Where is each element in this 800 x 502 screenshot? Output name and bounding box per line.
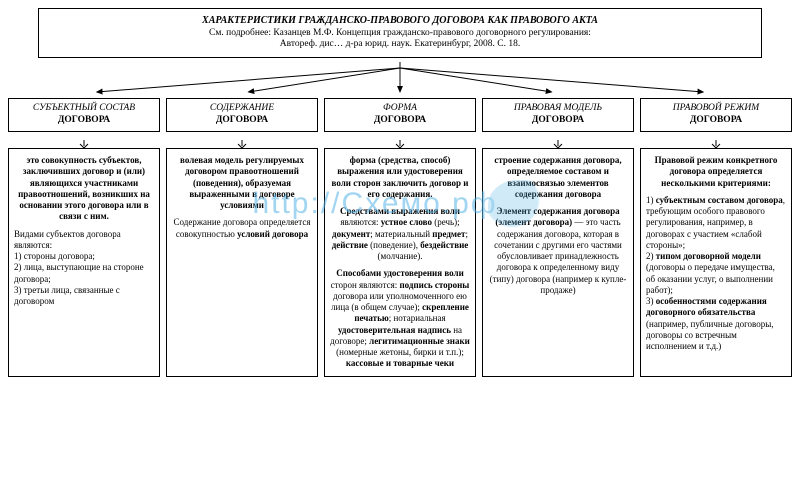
column-3: ПРАВОВАЯ МОДЕЛЬДОГОВОРА строение содержан… xyxy=(482,98,634,376)
column-0: СУБЪЕКТНЫЙ СОСТАВДОГОВОРА это совокупност… xyxy=(8,98,160,376)
column-head-4: ПРАВОВОЙ РЕЖИМДОГОВОРА xyxy=(640,98,792,132)
column-body-1: волевая модель регулируемых договором пр… xyxy=(166,148,318,377)
column-body-3: строение содержания договора, определяем… xyxy=(482,148,634,377)
column-connector-0 xyxy=(8,140,160,148)
column-head-0: СУБЪЕКТНЫЙ СОСТАВДОГОВОРА xyxy=(8,98,160,132)
column-4: ПРАВОВОЙ РЕЖИМДОГОВОРА Правовой режим кон… xyxy=(640,98,792,376)
column-body-2: форма (средства, способ) выражения или у… xyxy=(324,148,476,377)
header-sub-2: Автореф. дис… д-ра юрид. наук. Екатеринб… xyxy=(49,39,751,51)
header-box: ХАРАКТЕРИСТИКИ ГРАЖДАНСКО-ПРАВОВОГО ДОГО… xyxy=(38,8,762,58)
column-2: ФОРМАДОГОВОРА форма (средства, способ) вы… xyxy=(324,98,476,376)
column-connector-1 xyxy=(166,140,318,148)
column-connector-2 xyxy=(324,140,476,148)
columns-row: СУБЪЕКТНЫЙ СОСТАВДОГОВОРА это совокупност… xyxy=(8,98,792,376)
header-title: ХАРАКТЕРИСТИКИ ГРАЖДАНСКО-ПРАВОВОГО ДОГО… xyxy=(49,15,751,28)
column-connector-4 xyxy=(640,140,792,148)
column-connector-3 xyxy=(482,140,634,148)
branch-arrows xyxy=(38,62,762,98)
column-head-3: ПРАВОВАЯ МОДЕЛЬДОГОВОРА xyxy=(482,98,634,132)
column-body-4: Правовой режим конкретного договора опре… xyxy=(640,148,792,377)
column-head-1: СОДЕРЖАНИЕДОГОВОРА xyxy=(166,98,318,132)
column-body-0: это совокупность субъектов, заключивших … xyxy=(8,148,160,377)
column-1: СОДЕРЖАНИЕДОГОВОРА волевая модель регулир… xyxy=(166,98,318,376)
column-head-2: ФОРМАДОГОВОРА xyxy=(324,98,476,132)
header-sub-1: См. подробнее: Казанцев М.Ф. Концепция г… xyxy=(49,28,751,40)
